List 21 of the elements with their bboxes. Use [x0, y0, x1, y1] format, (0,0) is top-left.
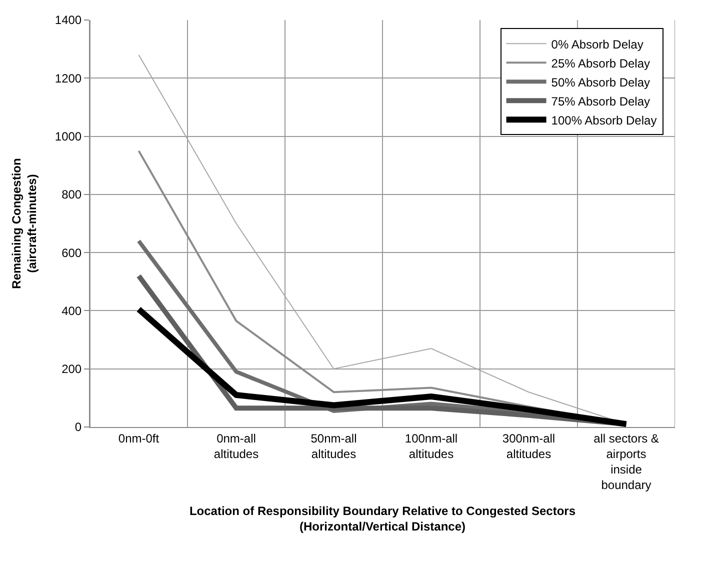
x-axis-title: Location of Responsibility Boundary Relative to Congested Sectors (Horizontal/Vertical Distance)	[189, 504, 576, 534]
y-tick-label: 0	[74, 420, 82, 434]
legend-label: 100% Absorb Delay	[551, 113, 657, 128]
y-tick-label: 1200	[54, 71, 82, 86]
legend-label: 25% Absorb Delay	[551, 56, 650, 70]
y-axis-title: Remaining Congestion (aircraft-minutes)	[10, 158, 40, 289]
y-tick-label: 1000	[54, 129, 82, 144]
x-tick-label: 0nm-all altitudes	[214, 431, 259, 461]
legend-label: 50% Absorb Delay	[551, 75, 650, 90]
x-tick-label: 0nm-0ft	[118, 431, 160, 446]
x-tick-label: 100nm-all altitudes	[404, 431, 458, 461]
y-tick-label: 800	[62, 188, 82, 202]
y-tick-label: 400	[62, 304, 82, 318]
x-tick-label: all sectors & airports inside boundary	[594, 431, 659, 492]
legend-label: 75% Absorb Delay	[551, 94, 650, 108]
y-tick-label: 200	[62, 362, 82, 376]
legend-label: 0% Absorb Delay	[551, 37, 644, 52]
y-tick-label: 600	[62, 246, 82, 260]
x-tick-label: 50nm-all altitudes	[310, 431, 357, 461]
y-tick-label: 1400	[54, 13, 82, 28]
x-tick-label: 300nm-all altitudes	[502, 431, 556, 461]
